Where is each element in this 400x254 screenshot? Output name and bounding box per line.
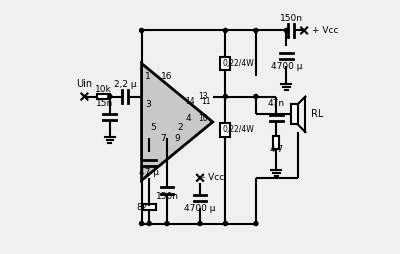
Text: 82: 82 bbox=[136, 202, 147, 212]
Circle shape bbox=[254, 94, 258, 99]
Circle shape bbox=[108, 94, 112, 99]
Text: 150n: 150n bbox=[280, 14, 303, 23]
Text: 0,22/4W: 0,22/4W bbox=[222, 125, 254, 134]
Circle shape bbox=[147, 221, 151, 226]
Text: - Vcc: - Vcc bbox=[202, 173, 224, 182]
Text: 2,2 μ: 2,2 μ bbox=[114, 80, 136, 89]
Text: 1: 1 bbox=[145, 72, 151, 81]
Text: 16: 16 bbox=[161, 72, 173, 81]
Text: 150n: 150n bbox=[156, 192, 178, 201]
Circle shape bbox=[198, 221, 202, 226]
Text: 9: 9 bbox=[174, 134, 180, 143]
Text: 3: 3 bbox=[145, 100, 151, 109]
Text: 10: 10 bbox=[198, 114, 207, 123]
Bar bbox=[292, 104, 298, 124]
Circle shape bbox=[254, 221, 258, 226]
Circle shape bbox=[223, 221, 228, 226]
Text: 4700 μ: 4700 μ bbox=[271, 62, 302, 71]
Circle shape bbox=[284, 28, 288, 33]
Bar bbox=[220, 56, 230, 70]
Text: 7: 7 bbox=[160, 134, 166, 143]
Text: 47 μ: 47 μ bbox=[139, 168, 159, 177]
Circle shape bbox=[254, 28, 258, 33]
Text: 15n: 15n bbox=[96, 99, 113, 108]
Text: 14: 14 bbox=[185, 97, 195, 106]
Circle shape bbox=[165, 221, 169, 226]
Circle shape bbox=[140, 28, 144, 33]
Text: 2: 2 bbox=[177, 122, 182, 132]
Text: 11: 11 bbox=[202, 97, 211, 106]
Bar bbox=[273, 136, 279, 149]
Text: 0,22/4W: 0,22/4W bbox=[222, 59, 254, 68]
Bar bbox=[97, 94, 110, 99]
Text: 4700 μ: 4700 μ bbox=[184, 204, 216, 213]
Bar bbox=[220, 123, 230, 137]
Text: 5: 5 bbox=[150, 122, 156, 132]
Text: 4: 4 bbox=[186, 114, 191, 123]
Text: + Vcc: + Vcc bbox=[312, 26, 338, 35]
Circle shape bbox=[140, 221, 144, 226]
Text: Uin: Uin bbox=[76, 79, 92, 89]
Circle shape bbox=[223, 94, 228, 99]
Text: 13: 13 bbox=[198, 92, 207, 101]
Circle shape bbox=[223, 28, 228, 33]
Text: 47n: 47n bbox=[268, 99, 285, 108]
Polygon shape bbox=[142, 64, 213, 180]
Text: 4,7: 4,7 bbox=[269, 145, 283, 154]
Text: 10k: 10k bbox=[95, 85, 112, 94]
Text: RL: RL bbox=[311, 109, 323, 119]
Bar bbox=[143, 204, 156, 210]
